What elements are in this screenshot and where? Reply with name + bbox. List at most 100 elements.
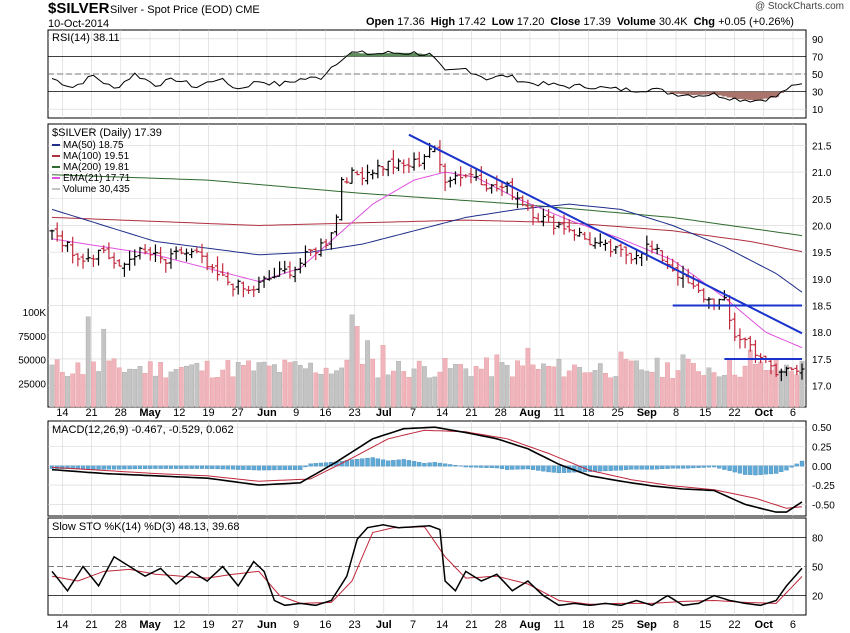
x-tick-label: Jul [376, 407, 392, 419]
legend-label: EMA(21) 17.71 [63, 173, 131, 184]
macd-histogram-bar [86, 465, 91, 470]
volume-bar [484, 357, 489, 408]
rsi-y-tick: 90 [812, 35, 824, 46]
quote-item: Chg +0.05 (+0.26%) [693, 16, 794, 28]
macd-histogram-bar [417, 462, 422, 467]
sto-y-tick: 20 [812, 592, 824, 603]
x-tick-label: 18 [582, 407, 594, 419]
volume-bar [359, 364, 365, 408]
x-tick-label: 23 [348, 407, 360, 419]
volume-bar [608, 377, 613, 408]
volume-bar [597, 363, 603, 408]
macd-histogram-bar [163, 465, 168, 469]
volume-bar [339, 367, 345, 408]
macd-histogram-bar [768, 465, 774, 475]
macd-histogram-bar [494, 465, 499, 469]
volume-bar [59, 372, 65, 408]
volume-bar [106, 360, 112, 408]
volume-bar [241, 365, 246, 408]
macd-title: MACD(12,26,9) -0.467, -0.529, 0.062 [52, 424, 234, 436]
volume-bar [634, 360, 639, 408]
volume-bar [711, 372, 717, 408]
macd-histogram-bar [442, 463, 448, 467]
x-tick-label: 18 [582, 619, 594, 631]
volume-y-tick: 100K [23, 308, 47, 319]
x-tick-label: Aug [519, 407, 540, 419]
macd-histogram-bar [737, 465, 743, 474]
volume-bar [478, 368, 484, 408]
volume-bar [432, 376, 438, 408]
volume-bar [680, 354, 686, 408]
volume-bar [654, 357, 660, 408]
volume-bar [509, 376, 515, 408]
x-tick-label: 16 [319, 619, 331, 631]
macd-histogram-bar [541, 465, 546, 472]
x-tick-label: Jun [257, 619, 277, 631]
macd-histogram-bar [173, 465, 179, 469]
macd-histogram-bar [256, 465, 262, 471]
x-tick-label: 12 [173, 407, 185, 419]
rsi-y-tick: 50 [812, 70, 824, 81]
legend-label: MA(100) 19.51 [63, 151, 130, 162]
volume-bar [768, 369, 774, 408]
macd-histogram-bar [401, 459, 406, 467]
volume-bar [328, 373, 334, 408]
quote-item: Open 17.36 [366, 16, 425, 28]
macd-histogram-bar [510, 465, 515, 470]
macd-histogram-bar [717, 465, 722, 469]
volume-bar [556, 358, 562, 408]
x-tick-label: 11 [553, 407, 564, 419]
macd-histogram-bar [711, 465, 717, 468]
volume-bar [716, 376, 722, 408]
volume-bar [184, 365, 189, 408]
volume-y-tick: 75000 [18, 332, 46, 343]
macd-histogram-bar [551, 465, 556, 473]
volume-bar [334, 370, 339, 408]
volume-bar [489, 376, 495, 408]
main-panel-frame [47, 123, 807, 408]
watermark: @ StockCharts.com [754, 1, 844, 12]
volume-bar [416, 360, 422, 408]
ma100-line [51, 216, 803, 253]
price-y-tick: 20.5 [812, 195, 832, 206]
volume-bar [468, 376, 474, 408]
macd-histogram-bar [592, 465, 598, 472]
x-tick-label: 12 [173, 619, 185, 631]
macd-histogram-bar [525, 465, 531, 470]
macd-histogram-bar [675, 465, 681, 469]
macd-histogram-bar [396, 459, 401, 467]
macd-histogram-bar [205, 465, 210, 469]
macd-histogram-bar [220, 465, 225, 470]
macd-histogram-bar [639, 465, 644, 470]
x-tick-label: 28 [495, 407, 507, 419]
price-y-tick: 19.0 [812, 275, 832, 286]
macd-histogram-bar [230, 465, 236, 470]
volume-bar [649, 371, 655, 408]
chart-symbol: $SILVER [48, 0, 110, 17]
macd-histogram-bar [499, 465, 505, 469]
x-tick-label: 8 [673, 407, 679, 419]
macd-histogram-bar [349, 459, 355, 467]
volume-bar [349, 314, 355, 408]
x-tick-label: 6 [790, 407, 796, 419]
volume-bar [603, 373, 608, 408]
volume-bar [541, 363, 546, 408]
volume-bar [618, 351, 624, 408]
macd-histogram-bar [753, 465, 758, 476]
volume-bar [691, 363, 696, 408]
price-y-tick: 18.0 [812, 328, 832, 339]
x-tick-label: 15 [699, 619, 711, 631]
volume-bar [494, 354, 500, 408]
volume-bar [763, 370, 769, 408]
macd-histogram-bar [463, 465, 468, 468]
macd-histogram-bar [432, 462, 437, 467]
macd-histogram-bar [111, 465, 117, 470]
volume-bar [535, 368, 541, 408]
macd-histogram-bar [644, 465, 649, 470]
macd-histogram-bar [267, 465, 272, 471]
macd-histogram-bar [210, 465, 215, 469]
volume-bar [742, 365, 748, 408]
macd-histogram-bar [489, 465, 494, 469]
x-tick-label: Sep [637, 619, 657, 631]
x-tick-label: 22 [728, 407, 740, 419]
